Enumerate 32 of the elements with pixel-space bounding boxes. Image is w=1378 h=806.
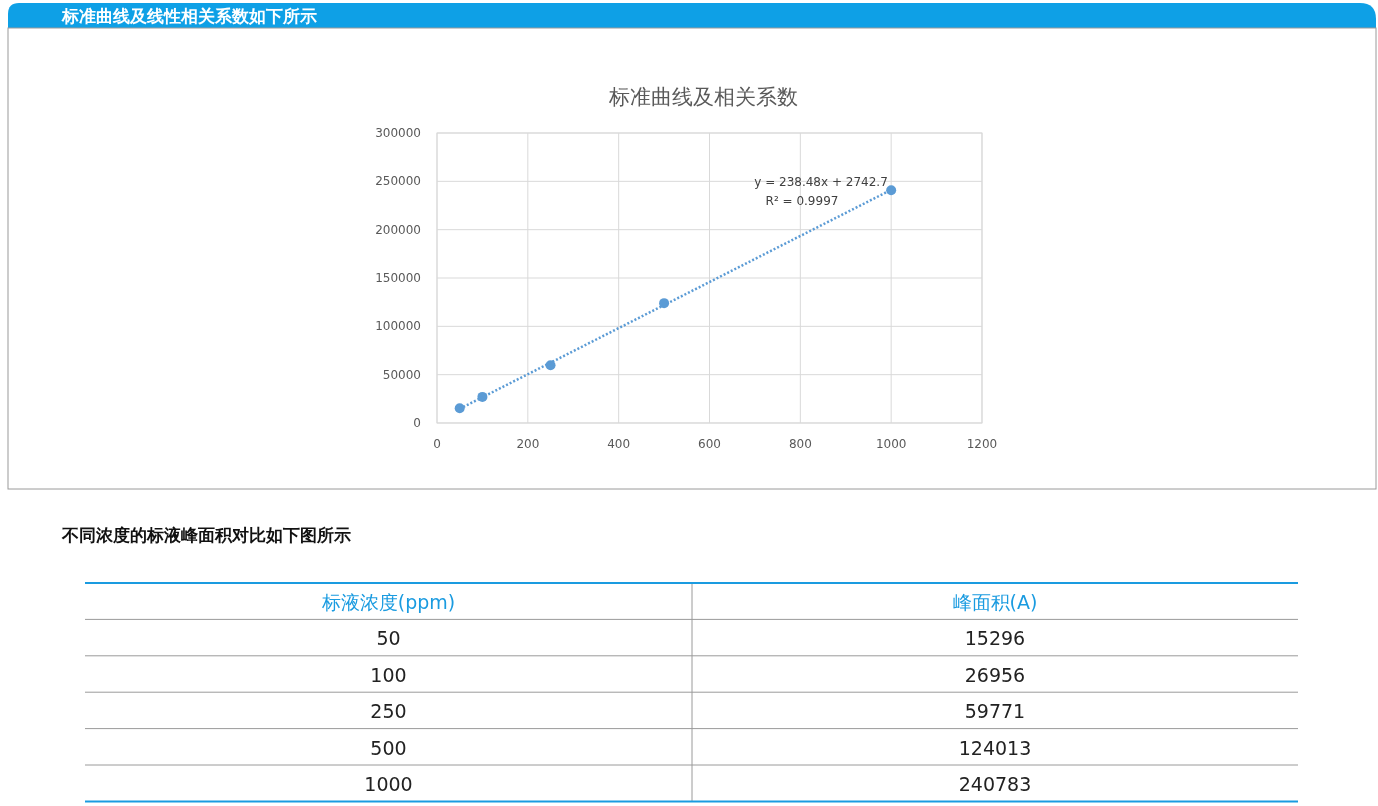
chart-title: 标准曲线及相关系数 — [608, 85, 798, 109]
annotation: y = 238.48x + 2742.7 — [754, 175, 888, 189]
y-tick-label: 300000 — [375, 126, 421, 140]
text: 59771 — [964, 700, 1026, 723]
text: 100 — [370, 663, 407, 686]
text: 124013 — [958, 736, 1032, 759]
text: 26956 — [964, 663, 1026, 686]
text: 标液浓度(ppm) — [320, 591, 456, 613]
text: 1000 — [364, 773, 413, 795]
text: 240783 — [958, 773, 1032, 795]
text: 标准曲线及线性相关系数如下所示 — [61, 6, 317, 26]
y-tick-label: 0 — [413, 416, 421, 430]
x-tick-label: 200 — [516, 437, 540, 451]
point — [886, 185, 897, 196]
x-tick-label: 0 — [433, 437, 441, 451]
x-tick-label: 1200 — [966, 437, 998, 451]
x-tick-label: 800 — [788, 437, 812, 451]
text: 500 — [370, 736, 407, 759]
y-tick-label: 200000 — [375, 222, 421, 237]
y-tick-label: 150000 — [375, 271, 421, 285]
text: 250 — [370, 700, 407, 723]
text: 不同浓度的标液峰面积对比如下图所示 — [61, 525, 351, 545]
text: 峰面积(A) — [952, 591, 1038, 613]
annotation: R² = 0.9997 — [765, 194, 839, 208]
text: 15296 — [964, 627, 1026, 650]
y-tick-label: 100000 — [375, 319, 421, 334]
x-tick-label: 400 — [607, 437, 631, 451]
y-tick-label: 50000 — [382, 367, 421, 382]
x-tick-label: 600 — [698, 437, 721, 451]
text: 50 — [376, 627, 401, 650]
y-tick-label: 250000 — [375, 174, 421, 189]
x-tick-label: 1000 — [875, 437, 907, 451]
